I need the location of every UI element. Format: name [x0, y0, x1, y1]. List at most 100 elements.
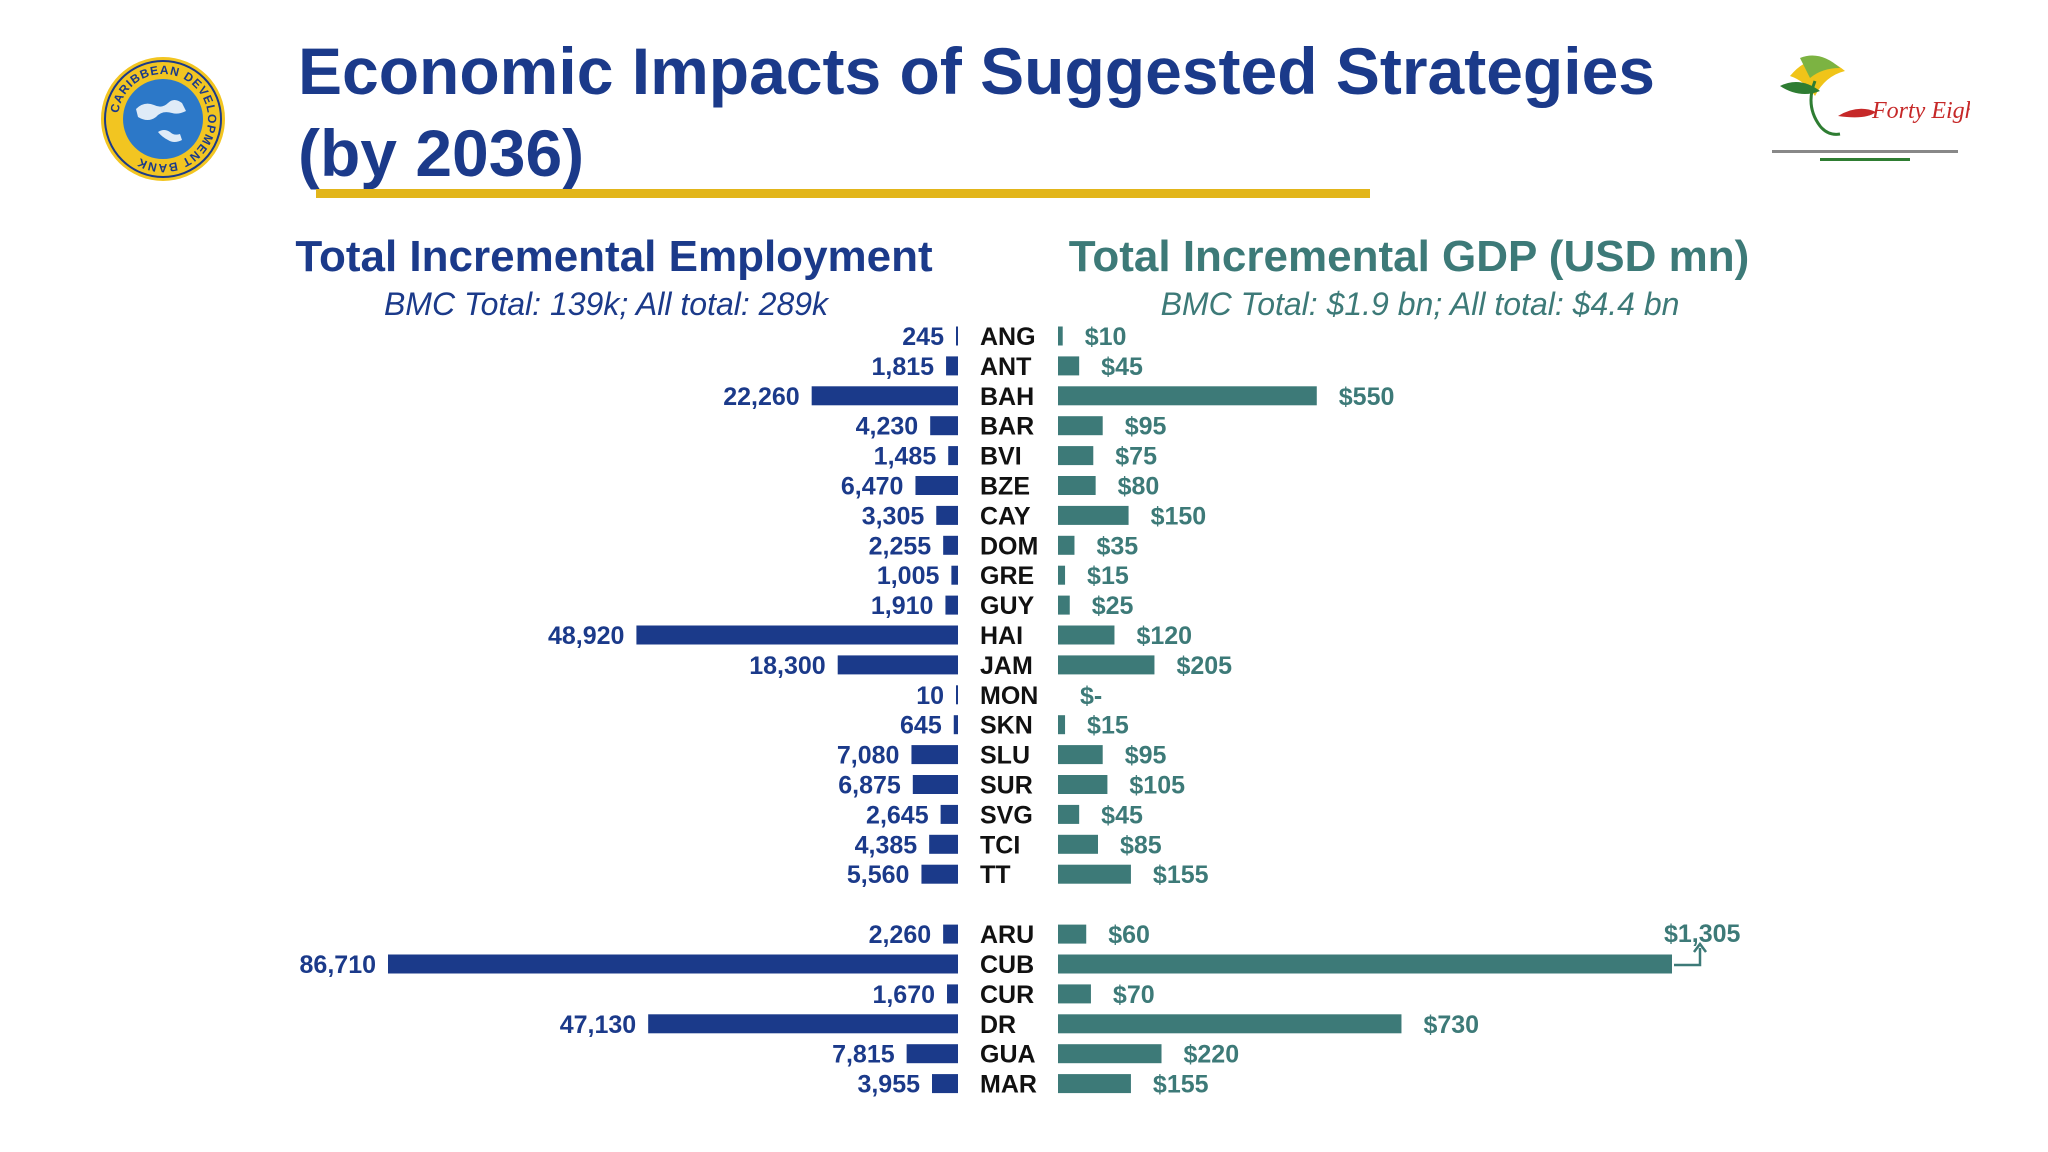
gdp-value-label-svg: $45	[1101, 801, 1143, 829]
gdp-bar-bvi	[1058, 446, 1094, 466]
gdp-value-label-tci: $85	[1120, 831, 1162, 859]
employment-value-label-cay: 3,305	[862, 502, 925, 530]
gdp-bar-tci	[1058, 834, 1098, 854]
logo-right-text: Forty Eighth	[1871, 98, 1970, 124]
employment-bar-cub	[388, 954, 958, 974]
gdp-value-label-sur: $105	[1129, 772, 1185, 800]
employment-value-label-bar: 4,230	[856, 413, 919, 441]
employment-bar-mon	[956, 685, 958, 705]
category-label-ant: ANT	[980, 353, 1031, 381]
gdp-bar-bah	[1058, 386, 1317, 406]
employment-bar-hai	[636, 625, 958, 645]
gdp-panel-subtitle: BMC Total: $1.9 bn; All total: $4.4 bn	[1160, 286, 1680, 322]
category-label-dom: DOM	[980, 532, 1038, 560]
employment-bar-svg	[940, 804, 958, 824]
employment-value-label-dr: 47,130	[560, 1011, 636, 1039]
category-label-dr: DR	[980, 1011, 1016, 1039]
category-label-bze: BZE	[980, 473, 1030, 501]
employment-bar-tt	[921, 864, 958, 884]
gdp-bar-tt	[1058, 864, 1131, 884]
gdp-bar-svg	[1058, 804, 1080, 824]
gdp-value-label-mon: $-	[1080, 682, 1102, 710]
category-label-bah: BAH	[980, 383, 1034, 411]
employment-value-label-tci: 4,385	[855, 831, 918, 859]
gdp-value-label-dr: $730	[1423, 1011, 1479, 1039]
gdp-value-label-bvi: $75	[1115, 443, 1157, 471]
gdp-value-label-ant: $45	[1101, 353, 1143, 381]
employment-bar-gre	[951, 565, 958, 585]
employment-bar-bvi	[948, 446, 958, 466]
category-label-ang: ANG	[980, 323, 1036, 351]
employment-bar-cay	[936, 505, 958, 525]
gdp-bar-slu	[1058, 745, 1103, 765]
gdp-bar-jam	[1058, 655, 1155, 675]
category-label-svg: SVG	[980, 801, 1033, 829]
gdp-bar-cur	[1058, 984, 1091, 1004]
employment-bar-mar	[932, 1074, 958, 1094]
employment-panel-subtitle: BMC Total: 139k; All total: 289k	[383, 286, 829, 322]
category-label-bar: BAR	[980, 413, 1034, 441]
gdp-value-label-tt: $155	[1153, 861, 1209, 889]
employment-bar-dom	[943, 535, 958, 555]
category-label-jam: JAM	[980, 652, 1033, 680]
gdp-value-label-gua: $220	[1184, 1041, 1240, 1069]
employment-value-label-slu: 7,080	[837, 742, 900, 770]
gdp-value-label-aru: $60	[1108, 921, 1150, 949]
employment-value-label-mar: 3,955	[857, 1071, 920, 1099]
employment-bar-sur	[912, 775, 958, 794]
gdp-value-label-guy: $25	[1092, 592, 1134, 620]
category-label-cay: CAY	[980, 502, 1031, 530]
category-label-gre: GRE	[980, 562, 1034, 590]
gdp-value-label-dom: $35	[1096, 532, 1138, 560]
gdp-bar-mar	[1058, 1074, 1131, 1094]
gdp-value-label-gre: $15	[1087, 562, 1129, 590]
employment-bar-slu	[911, 745, 958, 765]
gdp-value-label-bah: $550	[1339, 383, 1395, 411]
gdp-bar-aru	[1058, 924, 1087, 944]
employment-bar-cur	[947, 984, 958, 1004]
category-label-bvi: BVI	[980, 443, 1022, 471]
employment-value-label-bvi: 1,485	[874, 443, 937, 471]
slide-title: Economic Impacts of Suggested Strategies…	[298, 34, 1655, 190]
forty-eighth-annual-meeting-logo: Forty Eighth	[1772, 55, 1970, 161]
employment-bar-aru	[943, 924, 958, 944]
caribbean-development-bank-logo: CARIBBEAN DEVELOPMENT BANK	[101, 57, 225, 181]
employment-bar-ant	[946, 356, 958, 376]
gdp-bar-sur	[1058, 775, 1108, 794]
gdp-bar-bze	[1058, 476, 1096, 495]
gdp-bar-cub	[1058, 954, 1672, 974]
employment-value-label-bah: 22,260	[723, 383, 799, 411]
category-label-mon: MON	[980, 682, 1038, 710]
employment-value-label-skn: 645	[900, 712, 942, 740]
employment-value-label-gua: 7,815	[832, 1041, 895, 1069]
employment-bar-guy	[945, 595, 958, 615]
category-label-cur: CUR	[980, 981, 1034, 1009]
gdp-bar-dr	[1058, 1014, 1402, 1034]
employment-bar-bah	[811, 386, 958, 406]
category-label-mar: MAR	[980, 1071, 1037, 1099]
category-label-cub: CUB	[980, 951, 1034, 979]
gdp-value-label-skn: $15	[1087, 712, 1129, 740]
employment-bar-dr	[648, 1014, 958, 1034]
employment-panel-title: Total Incremental Employment	[295, 232, 933, 281]
employment-bar-jam	[837, 655, 958, 675]
employment-value-label-jam: 18,300	[749, 652, 825, 680]
gdp-bar-cay	[1058, 505, 1129, 525]
gdp-bar-hai	[1058, 625, 1115, 645]
gdp-callout-arrowhead	[1693, 941, 1707, 953]
employment-value-label-cub: 86,710	[300, 951, 376, 979]
gdp-bar-ant	[1058, 356, 1080, 376]
category-label-hai: HAI	[980, 622, 1023, 650]
gdp-bar-gre	[1058, 565, 1066, 585]
employment-bar-gua	[906, 1044, 958, 1064]
employment-value-label-tt: 5,560	[847, 861, 910, 889]
gdp-value-label-hai: $120	[1136, 622, 1192, 650]
employment-bar-bar	[930, 416, 958, 436]
gdp-value-label-mar: $155	[1153, 1071, 1209, 1099]
gdp-value-label-cub: $1,305	[1664, 920, 1741, 948]
employment-value-label-svg: 2,645	[866, 801, 929, 829]
gdp-value-label-bze: $80	[1118, 473, 1160, 501]
gdp-bar-gua	[1058, 1044, 1162, 1064]
employment-value-label-gre: 1,005	[877, 562, 940, 590]
